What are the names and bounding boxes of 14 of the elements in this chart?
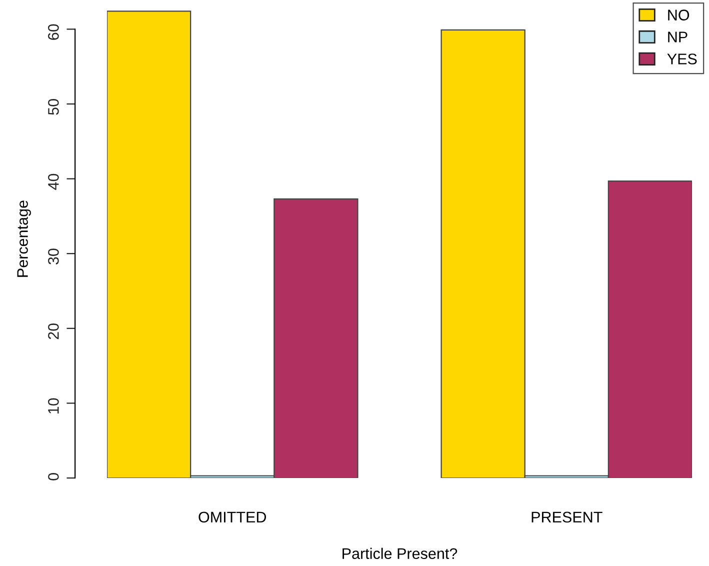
y-tick-label: 30 bbox=[48, 248, 59, 264]
y-tick-label: 40 bbox=[48, 174, 59, 190]
y-tick-label: 10 bbox=[48, 398, 59, 414]
x-tick-label: PRESENT bbox=[532, 512, 602, 523]
legend-label: NO bbox=[668, 10, 690, 20]
y-tick-label: 20 bbox=[48, 323, 59, 340]
legend-label: YES bbox=[667, 54, 697, 64]
legend-label: NP bbox=[668, 32, 688, 42]
x-tick-label: OMITTED bbox=[198, 512, 266, 523]
y-tick-label: 0 bbox=[48, 473, 59, 480]
y-tick-label: 60 bbox=[48, 24, 59, 40]
y-axis-title: Percentage bbox=[17, 200, 31, 277]
y-tick-label: 50 bbox=[48, 99, 59, 115]
x-axis-title: Particle Present? bbox=[342, 548, 458, 560]
